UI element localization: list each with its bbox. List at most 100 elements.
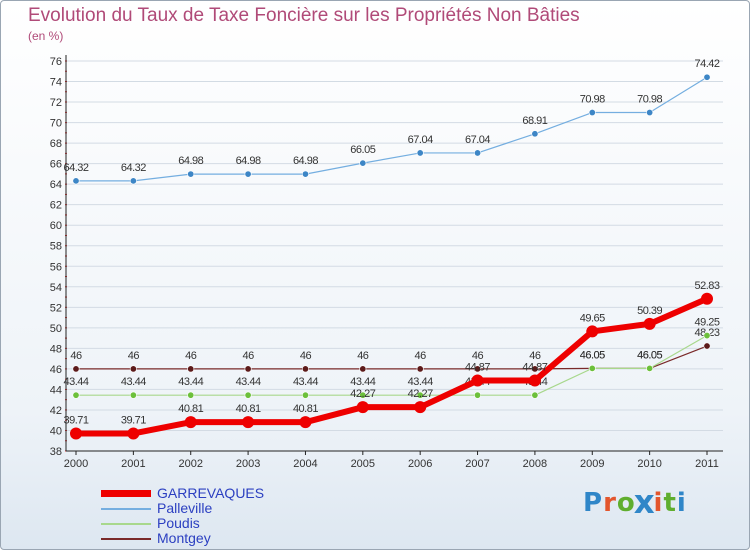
y-tick-label: 60 (50, 220, 62, 232)
data-label-poudis: 49.25 (694, 317, 719, 329)
data-point-palleville (187, 170, 195, 178)
data-label-palleville: 66.05 (350, 144, 375, 156)
data-point-poudis (359, 391, 367, 399)
data-point-garrevaques (701, 292, 713, 305)
data-point-garrevaques (184, 416, 197, 429)
data-point-garrevaques (414, 401, 427, 414)
data-label-montgey: 46 (529, 350, 541, 362)
data-point-poudis (703, 332, 711, 340)
x-tick-label: 2009 (580, 458, 604, 470)
y-tick-label: 46 (50, 364, 62, 376)
data-label-palleville: 68.91 (522, 115, 547, 127)
data-label-montgey: 46.05 (637, 349, 662, 361)
data-label-poudis: 43.44 (350, 376, 375, 388)
data-point-palleville (72, 177, 80, 185)
data-label-montgey: 46 (357, 350, 369, 362)
data-point-poudis (474, 391, 482, 399)
legend-label: Palleville (157, 500, 213, 516)
y-tick-label: 52 (50, 302, 62, 314)
legend-swatch (101, 537, 151, 540)
data-label-montgey: 46 (185, 350, 197, 362)
y-tick-label: 44 (50, 384, 62, 396)
series-line-palleville (75, 76, 708, 182)
data-point-montgey (474, 365, 482, 373)
data-point-palleville (129, 177, 137, 185)
y-tick-label: 64 (50, 179, 62, 191)
logo-letter: t (663, 488, 677, 518)
data-point-garrevaques (356, 401, 369, 414)
data-label-poudis: 46.05 (580, 349, 605, 361)
data-label-garrevaques: 49.65 (580, 312, 605, 324)
data-point-garrevaques (127, 427, 140, 440)
data-point-poudis (187, 391, 195, 399)
data-point-montgey (531, 365, 539, 373)
legend-label: Poudis (157, 515, 200, 531)
data-label-poudis: 43.44 (121, 376, 146, 388)
legend-item-montgey: Montgey (101, 531, 211, 546)
data-label-palleville: 64.32 (121, 162, 146, 174)
x-tick-label: 2003 (236, 458, 260, 470)
x-tick-label: 2011 (695, 458, 719, 470)
x-tick-label: 2002 (178, 458, 202, 470)
logo-letter: r (603, 488, 617, 518)
y-tick-label: 54 (50, 282, 62, 294)
data-point-palleville (474, 149, 482, 157)
data-label-garrevaques: 40.81 (178, 403, 203, 415)
data-point-poudis (646, 364, 654, 372)
data-label-poudis: 43.44 (63, 376, 88, 388)
x-tick-label: 2007 (465, 458, 489, 470)
data-label-garrevaques: 52.83 (694, 280, 719, 292)
y-tick-label: 56 (50, 261, 62, 273)
data-point-garrevaques (471, 374, 484, 387)
y-tick-label: 72 (50, 97, 62, 109)
legend-item-palleville: Palleville (101, 501, 212, 516)
data-label-palleville: 64.32 (63, 162, 88, 174)
y-tick-label: 62 (50, 200, 62, 212)
data-point-poudis (531, 391, 539, 399)
y-tick-label: 42 (50, 405, 62, 417)
legend-item-garrevaques: GARREVAQUES (101, 486, 264, 501)
data-label-garrevaques: 40.81 (236, 403, 261, 415)
data-label-garrevaques: 50.39 (637, 305, 662, 317)
data-label-palleville: 70.98 (580, 94, 605, 106)
data-label-palleville: 67.04 (408, 134, 433, 146)
data-label-palleville: 67.04 (465, 134, 490, 146)
data-label-montgey: 46 (300, 350, 312, 362)
data-label-poudis: 43.44 (236, 376, 261, 388)
data-label-garrevaques: 44.87 (522, 361, 547, 373)
series-line-garrevaques (73, 295, 710, 437)
series-line-montgey (75, 345, 708, 370)
data-point-garrevaques (70, 427, 82, 440)
legend-swatch (101, 507, 151, 510)
x-tick-label: 2006 (408, 458, 432, 470)
y-tick-label: 48 (50, 343, 62, 355)
data-point-palleville (244, 170, 252, 178)
proxiti-logo: Proxiti (583, 484, 687, 522)
data-label-montgey: 46 (128, 350, 140, 362)
logo-letter: i (676, 488, 687, 518)
data-label-montgey: 46 (415, 350, 427, 362)
logo-letter: o (616, 488, 636, 518)
x-tick-label: 2004 (293, 458, 317, 470)
data-label-montgey: 46 (242, 350, 254, 362)
legend-label: GARREVAQUES (157, 485, 265, 501)
data-point-palleville (301, 170, 309, 178)
data-point-poudis (72, 391, 80, 399)
data-label-palleville: 64.98 (236, 155, 261, 167)
x-tick-label: 2005 (351, 458, 375, 470)
x-tick-label: 2000 (64, 458, 88, 470)
y-tick-label: 58 (50, 241, 62, 253)
unit-label: (en %) (28, 29, 64, 43)
y-tick-label: 70 (50, 118, 62, 130)
data-point-montgey (359, 365, 367, 373)
data-label-montgey: 46 (472, 350, 484, 362)
data-label-poudis: 43.44 (408, 376, 433, 388)
data-label-garrevaques: 44.87 (465, 361, 490, 373)
data-label-garrevaques: 39.71 (63, 414, 88, 426)
data-label-palleville: 70.98 (637, 94, 662, 106)
data-point-poudis (244, 391, 252, 399)
data-point-montgey (703, 342, 711, 350)
data-point-garrevaques (643, 317, 656, 330)
